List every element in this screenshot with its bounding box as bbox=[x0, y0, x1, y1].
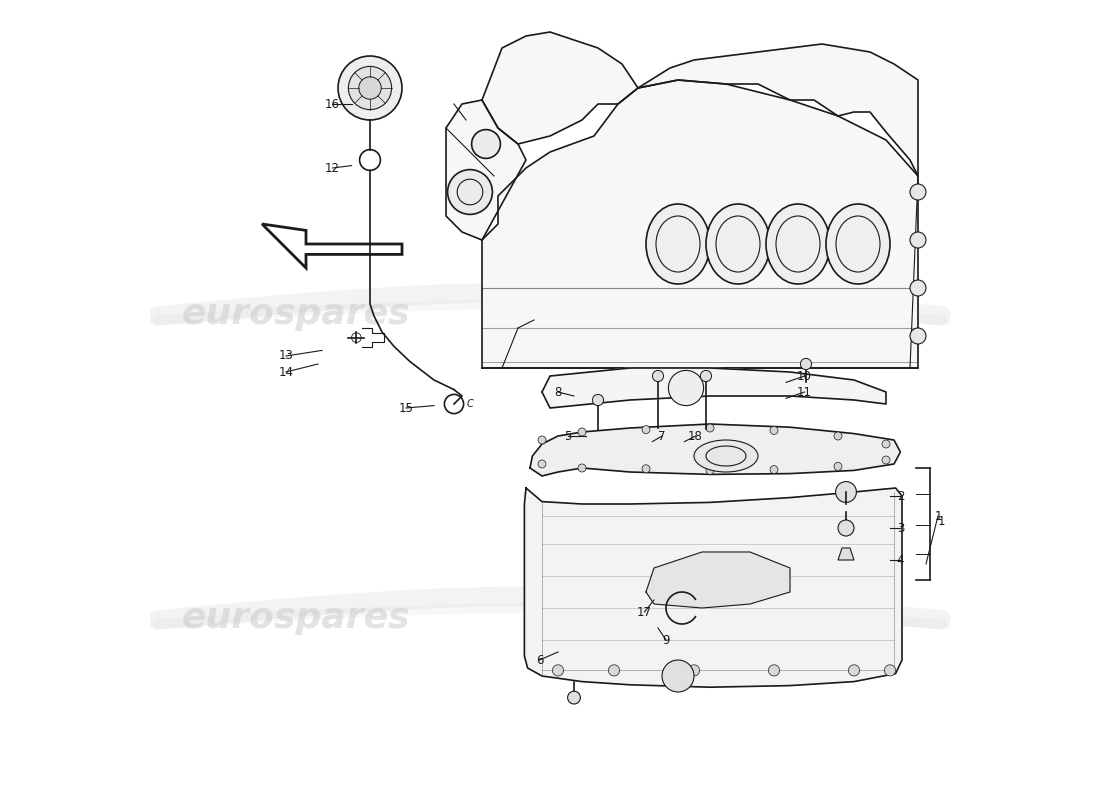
Text: eurospares: eurospares bbox=[182, 297, 410, 331]
Text: C: C bbox=[466, 399, 473, 409]
Ellipse shape bbox=[646, 204, 710, 284]
Text: 1: 1 bbox=[938, 515, 946, 528]
Text: 6: 6 bbox=[536, 654, 543, 666]
Circle shape bbox=[568, 691, 581, 704]
Circle shape bbox=[642, 465, 650, 473]
Text: 12: 12 bbox=[324, 162, 340, 174]
Circle shape bbox=[770, 426, 778, 434]
Circle shape bbox=[884, 665, 895, 676]
Circle shape bbox=[801, 358, 812, 370]
Circle shape bbox=[593, 394, 604, 406]
Text: 3: 3 bbox=[896, 522, 904, 534]
Circle shape bbox=[701, 370, 712, 382]
Text: 16: 16 bbox=[324, 98, 340, 110]
Circle shape bbox=[910, 280, 926, 296]
Text: 8: 8 bbox=[554, 386, 562, 398]
Polygon shape bbox=[446, 100, 526, 240]
Circle shape bbox=[608, 665, 619, 676]
Text: eurospares: eurospares bbox=[526, 601, 755, 635]
Circle shape bbox=[689, 665, 700, 676]
Circle shape bbox=[472, 130, 500, 158]
Circle shape bbox=[770, 466, 778, 474]
Ellipse shape bbox=[766, 204, 830, 284]
Text: 13: 13 bbox=[278, 350, 294, 362]
Circle shape bbox=[652, 370, 663, 382]
Circle shape bbox=[910, 328, 926, 344]
Circle shape bbox=[882, 456, 890, 464]
Circle shape bbox=[910, 232, 926, 248]
Circle shape bbox=[848, 665, 859, 676]
Text: eurospares: eurospares bbox=[182, 601, 410, 635]
Text: 1: 1 bbox=[934, 510, 942, 522]
Polygon shape bbox=[646, 552, 790, 608]
Circle shape bbox=[338, 56, 402, 120]
Text: 14: 14 bbox=[278, 366, 294, 378]
Text: eurospares: eurospares bbox=[526, 297, 755, 331]
Circle shape bbox=[834, 462, 842, 470]
Ellipse shape bbox=[826, 204, 890, 284]
Circle shape bbox=[882, 440, 890, 448]
Ellipse shape bbox=[706, 204, 770, 284]
Circle shape bbox=[578, 428, 586, 436]
Text: 5: 5 bbox=[564, 430, 571, 442]
Circle shape bbox=[669, 370, 704, 406]
Text: 15: 15 bbox=[398, 402, 414, 414]
Text: 10: 10 bbox=[798, 370, 812, 382]
Polygon shape bbox=[530, 424, 901, 476]
Polygon shape bbox=[638, 44, 918, 176]
Circle shape bbox=[910, 184, 926, 200]
Polygon shape bbox=[525, 488, 902, 687]
Circle shape bbox=[706, 466, 714, 474]
Circle shape bbox=[359, 77, 382, 99]
Circle shape bbox=[578, 464, 586, 472]
Circle shape bbox=[838, 520, 854, 536]
Circle shape bbox=[552, 665, 563, 676]
Circle shape bbox=[642, 426, 650, 434]
Polygon shape bbox=[838, 548, 854, 560]
Circle shape bbox=[538, 460, 546, 468]
Text: 17: 17 bbox=[637, 606, 652, 618]
Polygon shape bbox=[482, 32, 638, 144]
Circle shape bbox=[662, 660, 694, 692]
Circle shape bbox=[706, 424, 714, 432]
Text: 7: 7 bbox=[658, 430, 666, 442]
Polygon shape bbox=[482, 80, 918, 368]
Circle shape bbox=[349, 66, 392, 110]
Circle shape bbox=[538, 436, 546, 444]
Text: 18: 18 bbox=[689, 430, 703, 442]
Text: 9: 9 bbox=[662, 634, 670, 646]
Polygon shape bbox=[542, 368, 886, 408]
Text: 4: 4 bbox=[896, 554, 904, 566]
Text: 2: 2 bbox=[896, 490, 904, 502]
Circle shape bbox=[769, 665, 780, 676]
Text: 11: 11 bbox=[796, 386, 812, 398]
Circle shape bbox=[836, 482, 857, 502]
Ellipse shape bbox=[694, 440, 758, 472]
Circle shape bbox=[448, 170, 493, 214]
Circle shape bbox=[834, 432, 842, 440]
